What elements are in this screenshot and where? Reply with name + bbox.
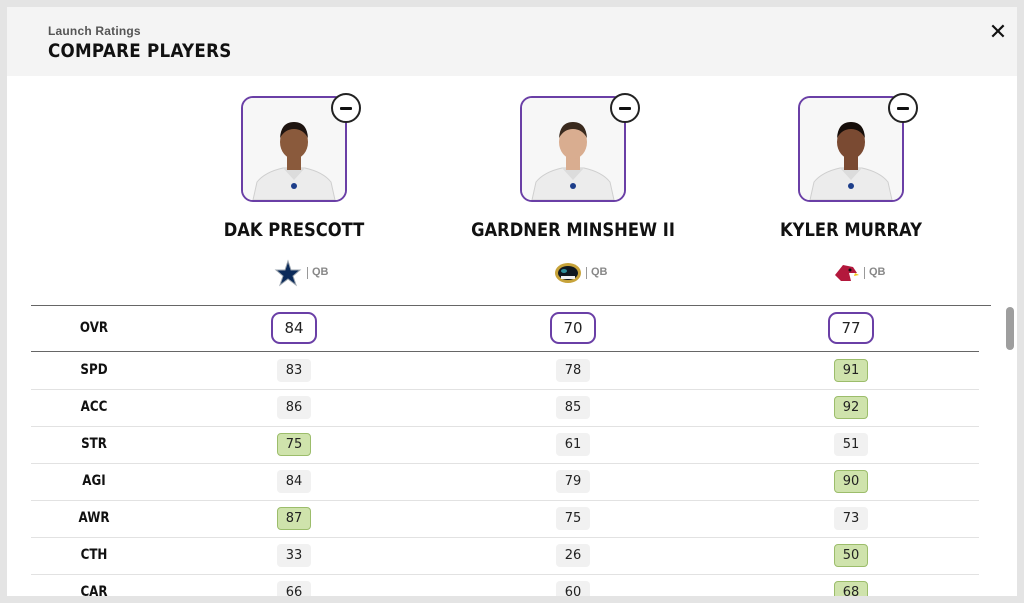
row-divider [31,500,979,501]
stat-value: 75 [556,507,590,530]
stat-value-highlighted: 90 [834,470,868,493]
player-card[interactable] [798,96,904,202]
player-position: QB [591,266,608,278]
ovr-value: 77 [828,312,874,344]
player-name: GARDNER MINSHEW II [471,219,675,241]
row-divider [31,463,979,464]
stat-value: 78 [556,359,590,382]
player-team-position: QB [831,259,951,287]
modal-title: COMPARE PLAYERS [48,40,232,62]
stat-value: 61 [556,433,590,456]
team-separator [864,267,865,279]
cowboys-star-icon [274,259,302,287]
row-divider [31,574,979,575]
stat-label: STR [81,436,107,452]
stat-value: 66 [277,581,311,596]
ovr-value: 84 [271,312,317,344]
stat-value-highlighted: 50 [834,544,868,567]
player-photo [243,98,345,200]
stat-label: SPD [80,362,108,378]
player-photo [800,98,902,200]
player-photo [522,98,624,200]
ovr-label: OVR [79,320,109,336]
player-name: DAK PRESCOTT [223,219,365,241]
player-position: QB [312,266,329,278]
stat-label: AGI [82,473,106,489]
player-team-position: QB [274,259,394,287]
player-card[interactable] [520,96,626,202]
player-card[interactable] [241,96,347,202]
ovr-value: 70 [550,312,596,344]
table-top-divider [31,305,991,306]
cardinals-logo-icon [831,259,859,287]
stat-value: 83 [277,359,311,382]
stat-value: 79 [556,470,590,493]
player-team-position: QB [553,259,673,287]
modal-header: Launch Ratings COMPARE PLAYERS ✕ [7,7,1017,76]
stat-value: 84 [277,470,311,493]
stat-value: 73 [834,507,868,530]
stat-value-highlighted: 68 [834,581,868,596]
stat-label: CTH [80,547,108,563]
stat-value-highlighted: 75 [277,433,311,456]
team-separator [586,267,587,279]
player-name: KYLER MURRAY [780,219,922,241]
stat-value: 33 [277,544,311,567]
row-divider [31,426,979,427]
team-separator [307,267,308,279]
remove-player-icon[interactable] [331,93,361,123]
stat-value: 51 [834,433,868,456]
remove-player-icon[interactable] [610,93,640,123]
stat-value: 60 [556,581,590,596]
compare-players-modal: Launch Ratings COMPARE PLAYERS ✕ DAK PRE… [7,7,1017,596]
row-divider [31,537,979,538]
jaguars-logo-icon [553,259,581,287]
stat-label: CAR [80,584,108,596]
player-position: QB [869,266,886,278]
close-icon[interactable]: ✕ [988,19,1008,44]
stat-value-highlighted: 92 [834,396,868,419]
stat-value: 26 [556,544,590,567]
remove-player-icon[interactable] [888,93,918,123]
stat-value-highlighted: 91 [834,359,868,382]
row-divider [31,389,979,390]
stat-label: AWR [78,510,110,526]
scrollbar[interactable] [1006,307,1014,350]
stat-value: 86 [277,396,311,419]
modal-subtitle: Launch Ratings [48,24,141,38]
ovr-divider [31,351,979,352]
stat-label: ACC [80,399,108,415]
stat-value: 85 [556,396,590,419]
stat-value-highlighted: 87 [277,507,311,530]
